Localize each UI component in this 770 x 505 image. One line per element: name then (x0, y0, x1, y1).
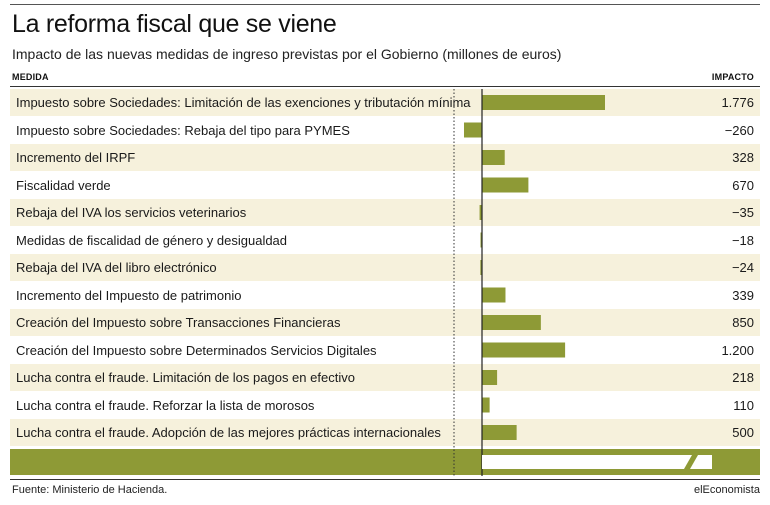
column-header-medida: MEDIDA (12, 72, 49, 82)
data-label: 1.776 (721, 95, 754, 110)
table-row: Impuesto sobre Sociedades: Limitación de… (10, 89, 760, 116)
column-header-impacto: IMPACTO (711, 72, 754, 82)
data-label: 1.200 (721, 342, 754, 358)
table-row: Incremento del Impuesto de patrimonio 339 (10, 282, 760, 309)
table-row: Lucha contra el fraude. Reforzar la list… (10, 392, 760, 419)
data-label: −35 (731, 205, 754, 220)
table-row: Rebaja del IVA del libro electrónico −24 (10, 254, 760, 281)
data-label: −260 (724, 122, 754, 138)
source-note: Fuente: Ministerio de Hacienda. (12, 484, 168, 496)
top-rule (10, 4, 760, 5)
table-row: Incremento del IRPF 328 (10, 144, 760, 171)
data-label: 328 (732, 150, 754, 165)
data-label: −18 (731, 232, 754, 248)
table-row: Rebaja del IVA los servicios veterinario… (10, 199, 760, 226)
table-row: Medidas de fiscalidad de género y desigu… (10, 227, 760, 254)
row-label: Creación del Impuesto sobre Transaccione… (16, 315, 341, 330)
data-label: 218 (732, 370, 754, 385)
bottom-rule (10, 479, 760, 480)
row-label: Creación del Impuesto sobre Determinados… (16, 342, 377, 358)
table-row: Creación del Impuesto sobre Determinados… (10, 337, 760, 364)
data-label: −24 (731, 260, 754, 275)
table-row: Fiscalidad verde 670 (10, 172, 760, 199)
row-label: Rebaja del IVA los servicios veterinario… (16, 205, 247, 220)
row-label: Lucha contra el fraude. Limitación de lo… (16, 370, 355, 385)
row-label: Impuesto sobre Sociedades: Rebaja del ti… (16, 122, 350, 138)
table-row: Lucha contra el fraude. Adopción de las … (10, 419, 760, 446)
row-label: Impuesto sobre Sociedades: Limitación de… (16, 95, 471, 110)
data-label: 339 (732, 287, 754, 303)
row-label: Rebaja del IVA del libro electrónico (16, 260, 217, 275)
data-label: 850 (732, 315, 754, 330)
data-label: 670 (732, 177, 754, 193)
data-label: 500 (732, 425, 754, 440)
row-label: Incremento del IRPF (16, 150, 136, 165)
table-row: Lucha contra el fraude. Limitación de lo… (10, 364, 760, 391)
data-label: 110 (733, 397, 754, 413)
row-label: Medidas de fiscalidad de género y desigu… (16, 232, 288, 248)
table-row: Creación del Impuesto sobre Transaccione… (10, 309, 760, 336)
row-label: Incremento del Impuesto de patrimonio (16, 287, 242, 303)
total-band (10, 449, 760, 475)
brand-logo: elEconomista (693, 484, 760, 496)
row-label: Lucha contra el fraude. Reforzar la list… (16, 397, 315, 413)
row-label: Lucha contra el fraude. Adopción de las … (16, 425, 441, 440)
table-row: Impuesto sobre Sociedades: Rebaja del ti… (10, 117, 760, 144)
chart-subtitle: Impacto de las nuevas medidas de ingreso… (12, 46, 562, 62)
header-rule (10, 86, 760, 87)
row-label: Fiscalidad verde (16, 177, 111, 193)
chart-title: La reforma fiscal que se viene (12, 10, 337, 38)
